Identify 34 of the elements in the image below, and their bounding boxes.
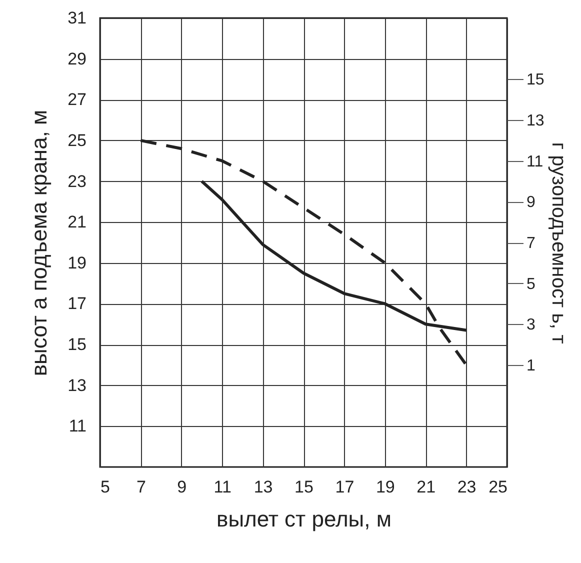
x-tick-label: 11 xyxy=(214,478,232,496)
x-tick-label: 9 xyxy=(177,478,187,496)
x-tick-label: 13 xyxy=(254,478,273,496)
y-tick-label: 27 xyxy=(68,90,86,110)
y-tick-label: 19 xyxy=(68,253,86,272)
y-tick-label: 21 xyxy=(68,212,86,232)
x-tick-label: 21 xyxy=(416,478,436,496)
x-tick-label: 25 xyxy=(488,478,508,496)
x-axis-title: вылет ст релы, м xyxy=(216,506,392,532)
y-tick-label: 31 xyxy=(68,8,86,28)
y-tick-label: 17 xyxy=(68,294,86,314)
y2-tick-label: 5 xyxy=(526,276,536,293)
x-tick-label: 5 xyxy=(100,478,110,496)
y2-tick-label: 11 xyxy=(526,153,544,170)
x-tick-label: 15 xyxy=(294,478,314,496)
x-tick-label: 7 xyxy=(136,478,146,496)
y-tick-label: 11 xyxy=(68,416,86,436)
y2-tick-label: 1 xyxy=(526,357,536,374)
y2-tick-label: 9 xyxy=(526,194,536,212)
y-tick-label: 29 xyxy=(68,49,86,68)
y2-tick-label: 15 xyxy=(526,72,544,89)
y2-tick-label: 7 xyxy=(526,235,536,252)
y2-axis-title: г рузоподъемност ь, т xyxy=(547,142,570,344)
x-tick-label: 17 xyxy=(335,478,354,496)
y-axis-title: высот а подъема крана, м xyxy=(26,110,52,376)
y2-tick-label: 13 xyxy=(526,112,544,130)
y-tick-label: 23 xyxy=(68,172,86,191)
y2-tick-label: 3 xyxy=(526,316,536,334)
line-series xyxy=(139,138,468,366)
x-tick-label: 19 xyxy=(376,478,395,496)
y-tick-label: 13 xyxy=(68,376,86,395)
y-tick-label: 15 xyxy=(68,335,86,354)
x-tick-label: 23 xyxy=(457,478,476,496)
y-tick-label: 25 xyxy=(68,130,86,150)
